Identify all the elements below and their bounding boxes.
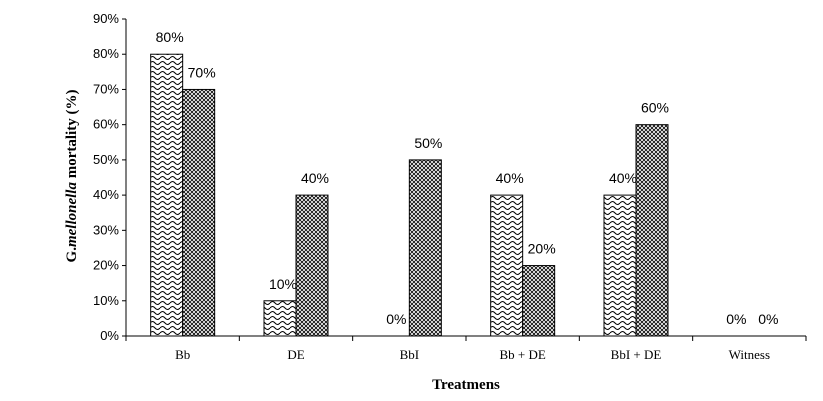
category-label: DE	[287, 347, 304, 362]
bar-series-1	[490, 194, 524, 337]
category-label: Bb	[175, 347, 190, 362]
data-label: 40%	[301, 170, 329, 186]
bar-series-2	[635, 124, 669, 337]
data-label: 40%	[496, 170, 524, 186]
y-tick-label: 90%	[93, 11, 119, 26]
bar-series-2	[408, 159, 442, 337]
y-tick-label: 60%	[93, 117, 119, 132]
y-tick-label: 40%	[93, 187, 119, 202]
x-axis-title: Treatmens	[432, 377, 500, 393]
bar-series-2	[182, 88, 216, 337]
y-tick-label: 10%	[93, 293, 119, 308]
data-label: 0%	[386, 311, 406, 327]
data-label: 70%	[188, 64, 216, 80]
data-label: 10%	[269, 276, 297, 292]
category-label: Witness	[729, 347, 770, 362]
bar-series-1	[263, 300, 297, 337]
data-label: 0%	[758, 311, 778, 327]
y-tick-label: 50%	[93, 152, 119, 167]
y-tick-label: 70%	[93, 81, 119, 96]
y-tick-label: 30%	[93, 222, 119, 237]
data-label: 80%	[156, 29, 184, 45]
y-tick-label: 0%	[100, 328, 119, 343]
data-label: 0%	[726, 311, 746, 327]
bar-series-1	[150, 53, 184, 337]
data-label: 60%	[641, 100, 669, 116]
category-label: BbI + DE	[611, 347, 662, 362]
plot-area: 0% 10% 20% 30% 40% 50% 60% 70% 80% 90% Bb DE BbI Bb +…	[93, 11, 807, 362]
bar-series-2	[295, 194, 329, 337]
data-label: 50%	[414, 135, 442, 151]
y-axis-title: G.mellonella mortality (%)	[64, 90, 80, 263]
category-label: Bb + DE	[499, 347, 545, 362]
category-label: BbI	[400, 347, 420, 362]
data-label: 40%	[609, 170, 637, 186]
y-tick-label: 20%	[93, 258, 119, 273]
data-label: 20%	[528, 241, 556, 257]
bar-series-1	[603, 194, 637, 337]
y-tick-label: 80%	[93, 46, 119, 61]
bar-series-2	[522, 265, 556, 337]
